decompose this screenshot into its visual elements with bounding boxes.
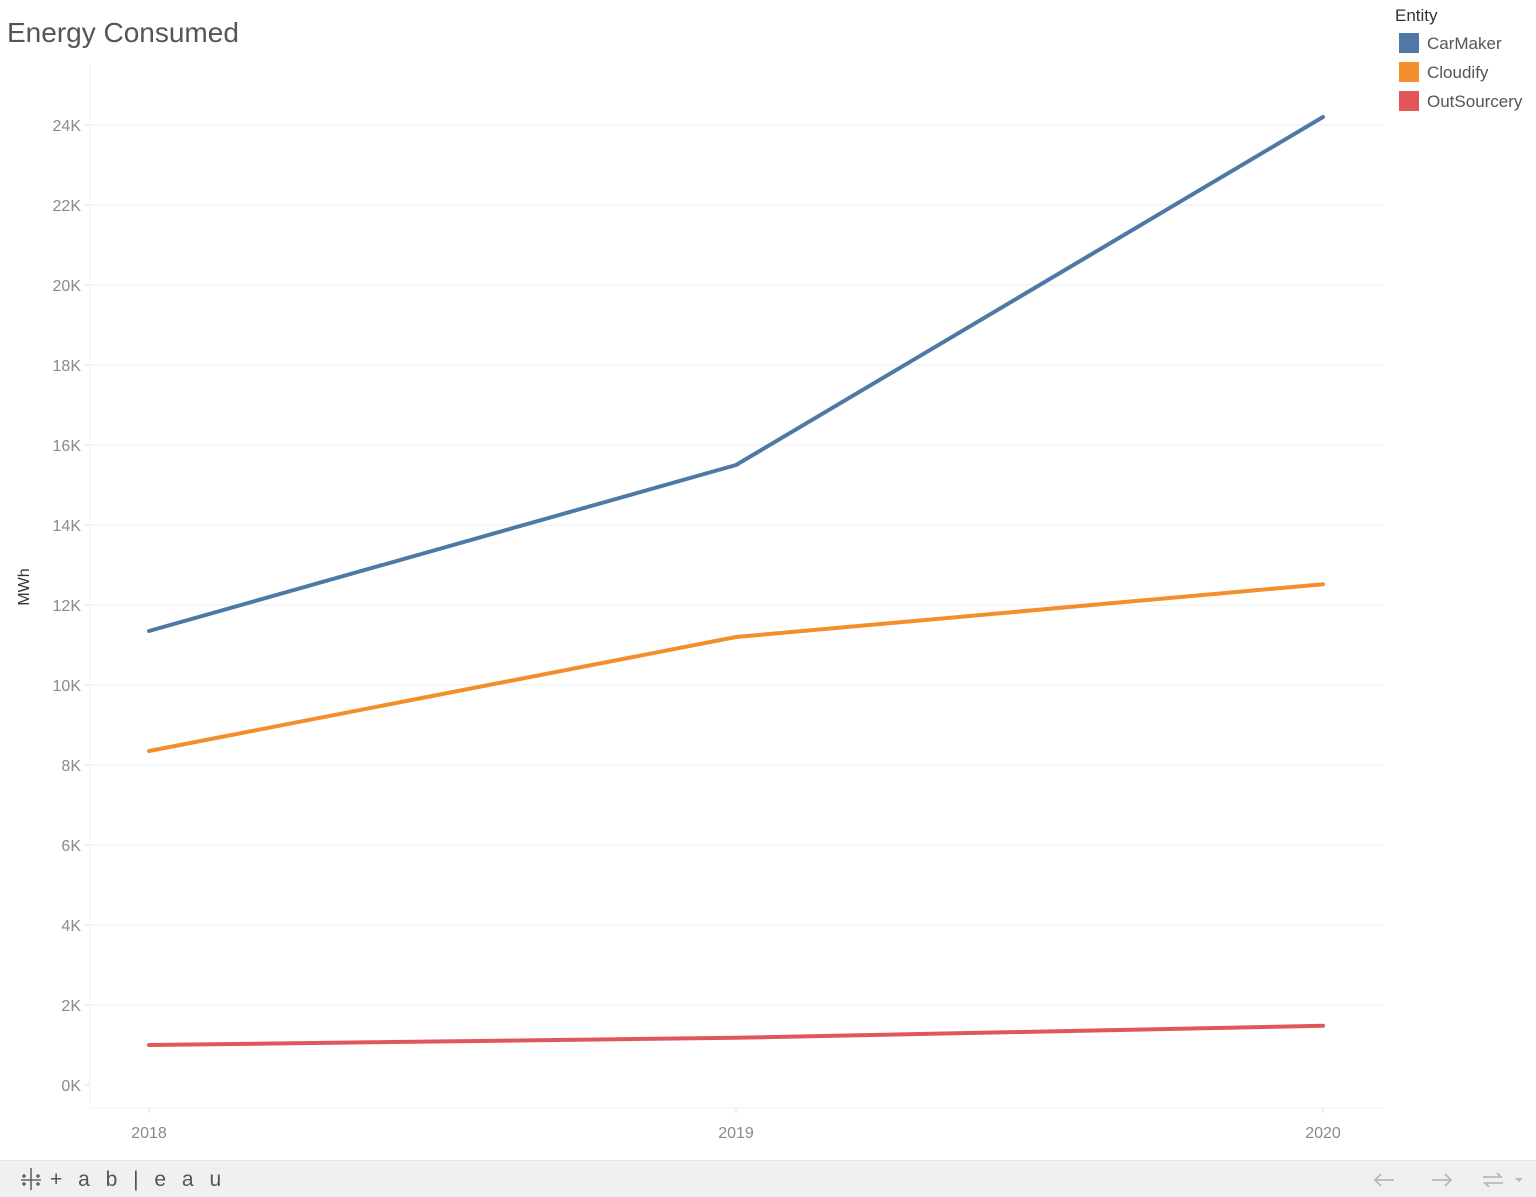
back-arrow-icon — [1373, 1173, 1394, 1187]
tableau-logo-icon — [21, 1168, 41, 1190]
y-tick-label: 12K — [53, 598, 82, 615]
y-tick-label: 14K — [53, 518, 82, 535]
y-tick-label: 20K — [53, 278, 82, 295]
chart-title: Energy Consumed — [7, 17, 239, 48]
series-lines[interactable] — [147, 115, 1325, 1047]
back-button[interactable] — [1370, 1167, 1398, 1193]
y-tick-label: 2K — [61, 998, 81, 1015]
x-tick-label: 2019 — [718, 1125, 754, 1142]
y-tick-label: 16K — [53, 438, 82, 455]
share-icon — [1482, 1172, 1504, 1188]
y-tick-label: 10K — [53, 678, 82, 695]
x-tick-label: 2020 — [1305, 1125, 1341, 1142]
series-line-cloudify[interactable] — [147, 582, 1325, 753]
y-tick-label: 0K — [61, 1078, 81, 1095]
tableau-brand[interactable]: + a b | e a u — [18, 1167, 226, 1193]
dropdown-caret-icon — [1515, 1178, 1523, 1182]
y-tick-label: 22K — [53, 198, 82, 215]
y-axis-label: MWh — [16, 568, 33, 605]
line-chart: Energy Consumed 0K 2K 4K 6K 8K 10K 12K 14K 16K 18… — [7, 6, 1523, 1142]
y-axis-ticks: 0K 2K 4K 6K 8K 10K 12K 14K 16K 18K 20K 22K 24K — [53, 118, 90, 1095]
forward-button[interactable] — [1428, 1167, 1456, 1193]
y-tick-label: 6K — [61, 838, 81, 855]
y-tick-label: 4K — [61, 918, 81, 935]
y-tick-label: 24K — [53, 118, 82, 135]
gridlines — [90, 124, 1383, 1006]
forward-arrow-icon — [1432, 1173, 1453, 1187]
x-tick-label: 2018 — [131, 1125, 167, 1142]
tableau-wordmark: + a b | e a u — [50, 1168, 227, 1191]
legend-swatch — [1399, 91, 1419, 111]
legend-swatch — [1399, 33, 1419, 53]
legend-label: Cloudify — [1427, 63, 1489, 82]
legend-swatch — [1399, 62, 1419, 82]
toolbar: + a b | e a u — [0, 1160, 1536, 1197]
series-line-carmaker[interactable] — [147, 115, 1325, 633]
legend-title: Entity — [1395, 6, 1438, 25]
legend: Entity CarMaker Cloudify OutSourcery — [1395, 6, 1523, 111]
x-axis-ticks: 2018 2019 2020 — [131, 1108, 1341, 1142]
legend-items: CarMaker Cloudify OutSourcery — [1399, 33, 1523, 111]
legend-label: CarMaker — [1427, 34, 1502, 53]
y-tick-label: 8K — [61, 758, 81, 775]
series-line-outsourcery[interactable] — [147, 1023, 1325, 1047]
y-tick-label: 18K — [53, 358, 82, 375]
share-button[interactable] — [1478, 1167, 1508, 1193]
legend-label: OutSourcery — [1427, 92, 1523, 111]
share-menu-button[interactable] — [1511, 1167, 1527, 1193]
